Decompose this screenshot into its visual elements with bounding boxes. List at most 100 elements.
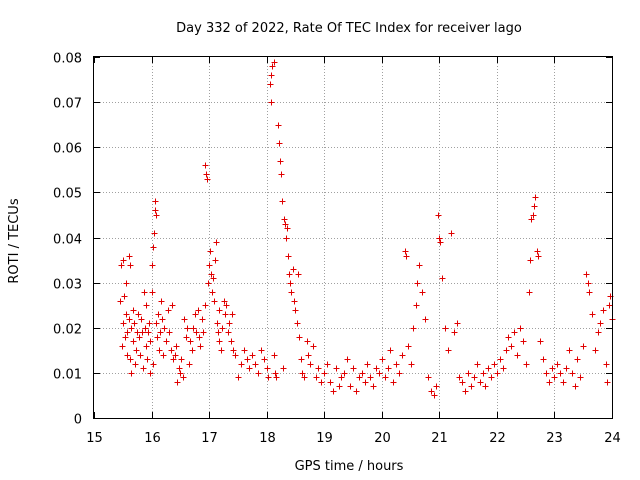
data-point <box>528 216 535 223</box>
data-point <box>276 140 283 147</box>
x-tick-label: 15 <box>86 431 103 446</box>
data-point <box>505 334 512 341</box>
data-point <box>271 59 278 66</box>
data-point <box>124 352 131 359</box>
data-point <box>160 352 167 359</box>
data-point <box>364 361 371 368</box>
data-point <box>183 334 190 341</box>
data-point <box>468 383 475 390</box>
data-point <box>321 370 328 377</box>
data-point <box>296 334 303 341</box>
data-point <box>123 311 130 318</box>
data-point <box>268 99 275 106</box>
data-point <box>494 370 501 377</box>
data-point <box>135 311 142 318</box>
data-point <box>152 207 159 214</box>
x-tick-label: 18 <box>259 431 276 446</box>
data-point <box>454 320 461 327</box>
data-point <box>456 374 463 381</box>
data-point <box>285 253 292 260</box>
data-point <box>120 257 127 264</box>
data-point <box>290 266 297 273</box>
data-point <box>143 302 150 309</box>
data-point <box>190 325 197 332</box>
data-point <box>520 338 527 345</box>
data-point <box>442 325 449 332</box>
data-point <box>145 329 152 336</box>
data-point <box>471 374 478 381</box>
data-point <box>560 379 567 386</box>
data-point <box>283 235 290 242</box>
data-point <box>592 347 599 354</box>
data-point <box>268 72 275 79</box>
grid-lines <box>94 57 612 418</box>
data-point <box>138 316 145 323</box>
data-point <box>117 298 124 305</box>
data-point <box>213 239 220 246</box>
data-point <box>482 383 489 390</box>
data-point <box>540 356 547 363</box>
data-point <box>419 289 426 296</box>
data-point <box>168 347 175 354</box>
data-point <box>212 257 219 264</box>
data-point <box>127 262 134 269</box>
data-point <box>177 370 184 377</box>
data-point <box>574 356 581 363</box>
data-point <box>428 388 435 395</box>
data-point <box>277 158 284 165</box>
data-point <box>535 253 542 260</box>
y-tick-label: 0.03 <box>53 278 82 293</box>
data-point <box>480 370 487 377</box>
data-point <box>180 374 187 381</box>
data-point <box>324 361 331 368</box>
data-point <box>249 352 256 359</box>
data-point <box>523 361 530 368</box>
data-point <box>586 289 593 296</box>
data-point <box>166 329 173 336</box>
data-point <box>159 316 166 323</box>
data-point <box>150 361 157 368</box>
data-point <box>203 171 210 178</box>
data-point <box>279 198 286 205</box>
data-point <box>169 302 176 309</box>
data-point <box>330 388 337 395</box>
data-point <box>150 244 157 251</box>
data-point <box>119 343 126 350</box>
data-point <box>153 320 160 327</box>
data-point <box>305 352 312 359</box>
data-point <box>228 338 235 345</box>
data-point <box>416 262 423 269</box>
data-point <box>603 361 610 368</box>
data-point <box>265 374 272 381</box>
data-point <box>299 370 306 377</box>
data-point <box>149 262 156 269</box>
x-axis-tick-labels: 15 16 17 18 19 20 21 22 23 24 <box>86 431 621 446</box>
data-point <box>132 361 139 368</box>
data-point <box>315 365 322 372</box>
data-point <box>580 343 587 350</box>
data-point <box>158 298 165 305</box>
data-point <box>204 176 211 183</box>
plot-frame <box>93 56 613 419</box>
data-point <box>526 289 533 296</box>
data-point <box>310 343 317 350</box>
data-point <box>445 347 452 354</box>
data-point <box>246 365 253 372</box>
data-point <box>187 338 194 345</box>
data-point <box>232 352 239 359</box>
data-point <box>431 392 438 399</box>
data-point <box>214 320 221 327</box>
chart-title: Day 332 of 2022, Rate Of TEC Index for r… <box>176 21 522 36</box>
data-point <box>382 374 389 381</box>
data-point <box>184 325 191 332</box>
y-tick-label: 0.05 <box>53 187 82 202</box>
data-point <box>244 356 251 363</box>
data-point <box>359 370 366 377</box>
data-point <box>295 271 302 278</box>
data-point <box>280 365 287 372</box>
data-point <box>128 325 135 332</box>
x-tick-label: 17 <box>201 431 218 446</box>
data-point <box>157 329 164 336</box>
data-point <box>491 361 498 368</box>
